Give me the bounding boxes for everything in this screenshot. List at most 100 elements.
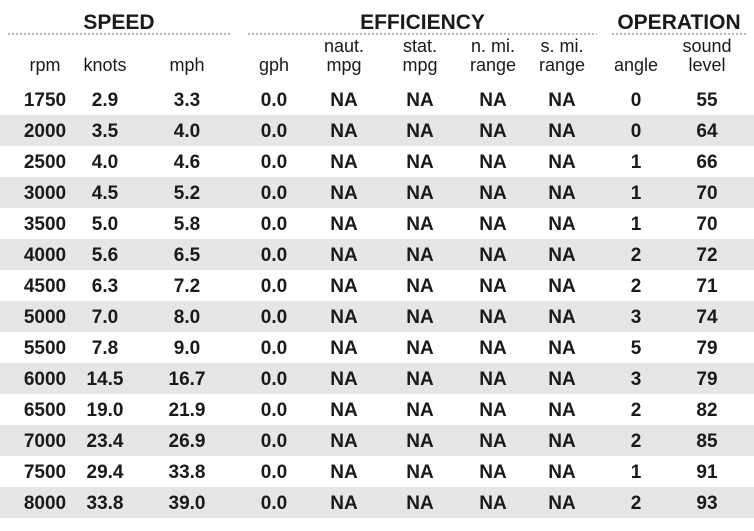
cell: NA <box>330 245 358 266</box>
cell: 4.0 <box>174 121 200 142</box>
cell: NA <box>548 307 576 328</box>
cell: 39.0 <box>169 493 206 514</box>
cell: 93 <box>696 493 717 514</box>
cell: 0.0 <box>261 90 287 111</box>
cell: 0 <box>631 90 642 111</box>
column-header: angle <box>614 55 658 75</box>
cell: NA <box>406 214 434 235</box>
cell: 66 <box>696 152 717 173</box>
cell: NA <box>479 183 507 204</box>
column-header: range <box>470 55 516 75</box>
cell: 1750 <box>24 90 66 111</box>
cell: 0.0 <box>261 400 287 421</box>
cell: 2 <box>631 493 642 514</box>
cell: NA <box>548 214 576 235</box>
cell: 5.6 <box>92 245 118 266</box>
cell: 6000 <box>24 369 66 390</box>
cell: NA <box>548 276 576 297</box>
cell: 3.5 <box>92 121 119 142</box>
cell: NA <box>330 214 358 235</box>
group-header: EFFICIENCY <box>360 11 485 34</box>
cell: 2 <box>631 431 642 452</box>
cell: 71 <box>696 276 718 297</box>
cell: 79 <box>696 369 717 390</box>
cell: 4.0 <box>92 152 118 173</box>
cell: 3500 <box>24 214 66 235</box>
cell: 2000 <box>24 121 66 142</box>
cell: 7.0 <box>92 307 118 328</box>
cell: 8.0 <box>174 307 200 328</box>
cell: NA <box>548 400 576 421</box>
cell: 5 <box>631 338 642 359</box>
cell: 70 <box>696 183 717 204</box>
row-band <box>0 487 754 518</box>
cell: NA <box>548 338 576 359</box>
cell: 0 <box>631 121 642 142</box>
cell: NA <box>479 462 507 483</box>
cell: 0.0 <box>261 152 287 173</box>
cell: 5.0 <box>92 214 118 235</box>
cell: NA <box>479 400 507 421</box>
cell: 6.5 <box>174 245 201 266</box>
cell: 55 <box>696 90 718 111</box>
cell: NA <box>330 493 358 514</box>
cell: NA <box>548 493 576 514</box>
cell: NA <box>406 431 434 452</box>
cell: 2 <box>631 245 642 266</box>
cell: 33.8 <box>87 493 124 514</box>
cell: 33.8 <box>169 462 206 483</box>
column-header: rpm <box>30 55 61 75</box>
cell: NA <box>406 121 434 142</box>
cell: 82 <box>696 400 717 421</box>
cell: NA <box>406 152 434 173</box>
cell: NA <box>479 338 507 359</box>
column-header: n. mi. <box>471 36 515 56</box>
cell: 0.0 <box>261 431 287 452</box>
cell: NA <box>330 462 358 483</box>
cell: NA <box>479 276 507 297</box>
cell: 19.0 <box>87 400 124 421</box>
cell: NA <box>548 183 576 204</box>
cell: 72 <box>696 245 717 266</box>
cell: 0.0 <box>261 214 287 235</box>
cell: 70 <box>696 214 717 235</box>
cell: NA <box>479 90 507 111</box>
cell: NA <box>406 90 434 111</box>
column-header: stat. <box>403 36 437 56</box>
cell: NA <box>406 462 434 483</box>
cell: 5000 <box>24 307 66 328</box>
row-band <box>0 301 754 332</box>
column-header: mph <box>169 55 204 75</box>
cell: 3 <box>631 307 642 328</box>
cell: NA <box>479 493 507 514</box>
cell: NA <box>548 431 576 452</box>
cell: 0.0 <box>261 276 287 297</box>
cell: 2 <box>631 400 642 421</box>
cell: 7.2 <box>174 276 200 297</box>
cell: NA <box>548 152 576 173</box>
cell: NA <box>330 338 358 359</box>
column-header: sound <box>682 36 731 56</box>
column-header: naut. <box>324 36 364 56</box>
cell: NA <box>479 431 507 452</box>
cell: 74 <box>696 307 718 328</box>
column-header: gph <box>259 55 289 75</box>
cell: NA <box>406 245 434 266</box>
cell: 21.9 <box>169 400 206 421</box>
cell: NA <box>330 183 358 204</box>
cell: NA <box>406 276 434 297</box>
group-header: OPERATION <box>617 11 740 34</box>
cell: NA <box>479 369 507 390</box>
cell: NA <box>548 90 576 111</box>
cell: NA <box>479 152 507 173</box>
cell: 0.0 <box>261 462 287 483</box>
cell: 6500 <box>24 400 66 421</box>
cell: NA <box>548 245 576 266</box>
cell: 4000 <box>24 245 66 266</box>
cell: 7000 <box>24 431 66 452</box>
cell: 3 <box>631 369 642 390</box>
cell: 3.3 <box>174 90 200 111</box>
cell: 16.7 <box>169 369 206 390</box>
cell: 0.0 <box>261 245 287 266</box>
